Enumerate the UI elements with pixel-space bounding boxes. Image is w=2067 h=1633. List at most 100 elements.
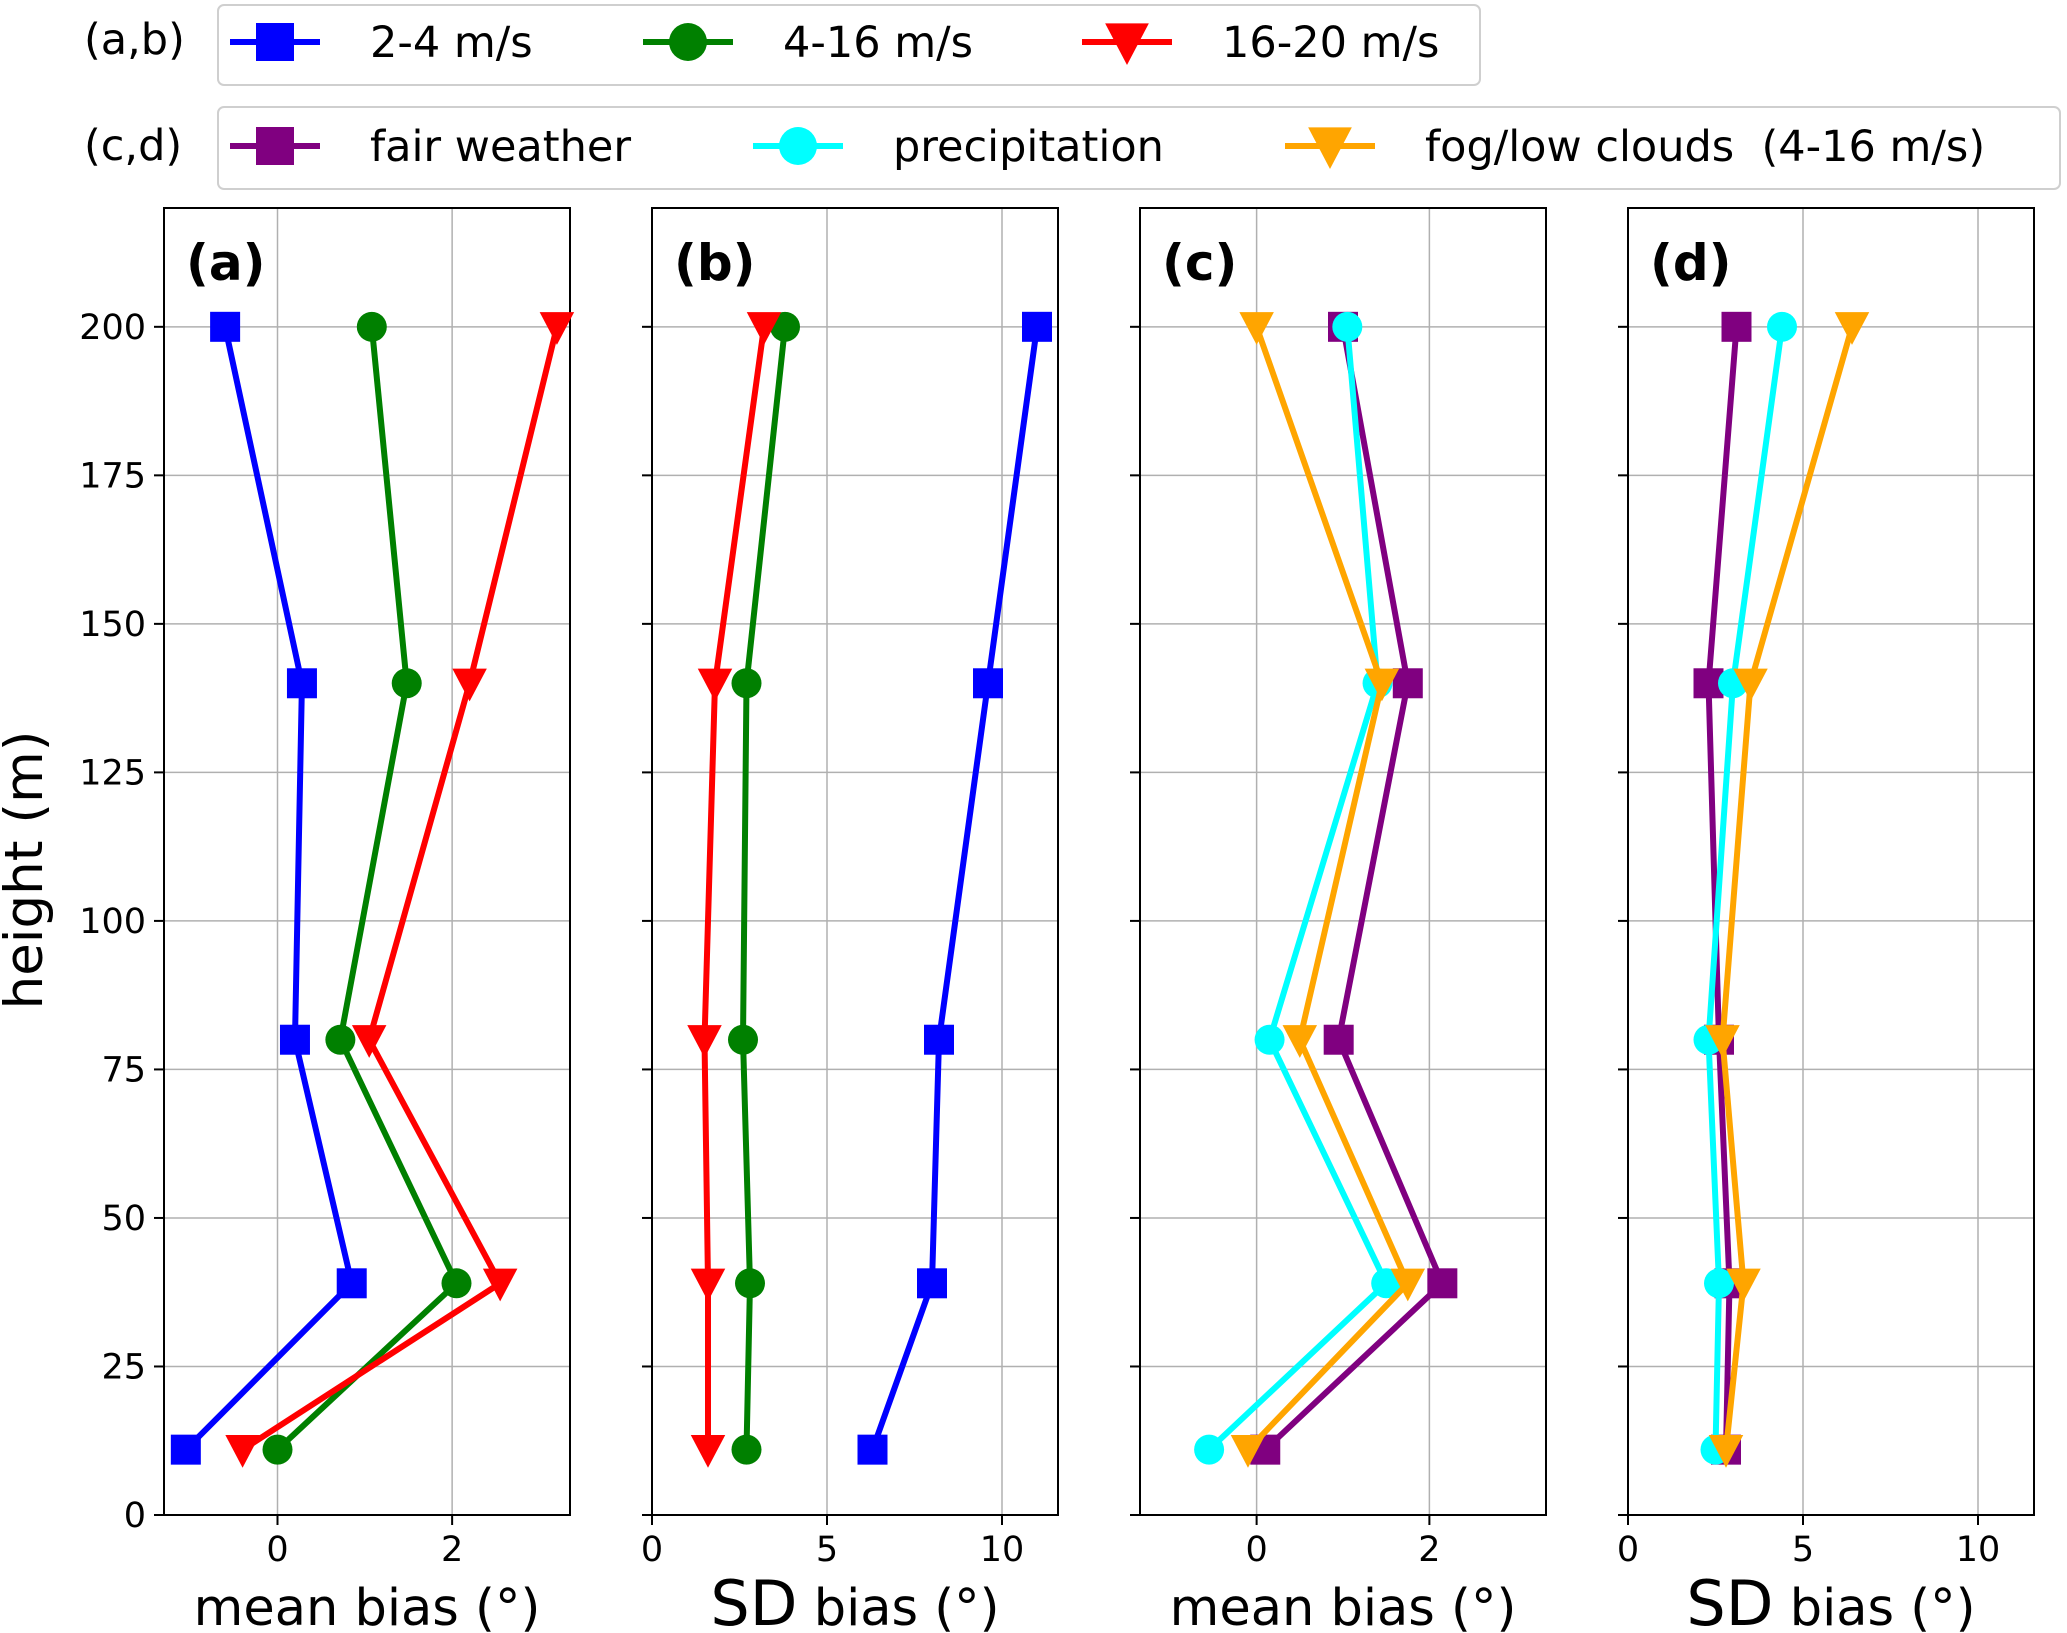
axes-frame: [1139, 207, 1547, 1516]
panel-label: (a): [186, 234, 265, 292]
data-point: [1733, 668, 1768, 702]
series-line: [183, 326, 355, 1452]
x-tick-label: 0: [266, 1530, 288, 1570]
x-tick-label: 5: [1792, 1530, 1814, 1570]
data-point: [1239, 312, 1274, 345]
data-point: [391, 668, 422, 699]
data-point: [1721, 311, 1752, 342]
data-point: [687, 1025, 722, 1058]
data-point: [325, 1024, 356, 1055]
series: [687, 312, 782, 1468]
x-axis-label: mean bias (°): [1170, 1579, 1517, 1633]
legend-ab: (a,b) 2-4 m/s 4-16 m/s 16-20 m/s: [84, 4, 1481, 86]
data-point: [1371, 1268, 1402, 1299]
data-point: [210, 311, 241, 342]
data-point: [1726, 1268, 1761, 1302]
data-point: [1022, 311, 1052, 342]
series-line: [869, 326, 1040, 1451]
data-point: [1323, 1024, 1354, 1055]
legend-entry: precipitation: [753, 122, 1164, 172]
legend-tag-ab: (a,b): [84, 15, 185, 65]
legend-marker: [256, 23, 294, 61]
data-point: [482, 1268, 518, 1302]
legend-entry: fair weather: [230, 122, 631, 172]
y-tick-label: 150: [79, 605, 146, 645]
series-line: [1207, 326, 1390, 1452]
data-point: [351, 1025, 387, 1058]
legend-cd: (c,d) fair weather precipitation fog/low c…: [84, 106, 2061, 190]
data-point: [1230, 1434, 1266, 1468]
x-tick-label: 5: [816, 1530, 838, 1570]
data-point: [1705, 1025, 1740, 1058]
data-point: [441, 1268, 472, 1299]
data-point: [1392, 668, 1423, 699]
data-point: [539, 312, 575, 345]
x-axis-label-text: bias (°): [798, 1579, 1000, 1633]
data-point: [336, 1268, 367, 1299]
data-point: [690, 1268, 726, 1302]
data-point: [924, 1024, 954, 1055]
data-point: [770, 311, 800, 342]
x-axis-label-text: mean bias (°): [194, 1579, 541, 1633]
legend-entry: fog/low clouds (4-16 m/s): [1285, 122, 1985, 172]
legend-label: fair weather: [370, 122, 631, 172]
data-point: [1332, 311, 1363, 342]
data-point: [1254, 1024, 1285, 1055]
x-axis-label-prefix: SD: [1686, 1567, 1773, 1633]
legend-label: precipitation: [893, 122, 1164, 172]
series-line: [275, 326, 460, 1452]
legend-entry: 2-4 m/s: [230, 18, 533, 68]
data-point: [286, 668, 317, 699]
series: [262, 311, 472, 1465]
series: [857, 311, 1052, 1465]
data-point: [279, 1024, 310, 1055]
y-tick-label: 50: [101, 1199, 146, 1239]
data-point: [1364, 668, 1400, 702]
series: [1230, 312, 1426, 1468]
data-point: [690, 1434, 726, 1468]
axes-frame: [651, 207, 1059, 1516]
legend-label: 2-4 m/s: [370, 18, 533, 68]
series: [225, 312, 575, 1468]
panel: 0 5 10 (b) SD bias (°): [641, 207, 1059, 1633]
data-point: [973, 668, 1003, 699]
x-tick-label: 10: [980, 1530, 1025, 1570]
y-tick-label: 25: [101, 1347, 146, 1387]
panel-label: (c): [1162, 234, 1237, 292]
legend-label: 4-16 m/s: [783, 18, 973, 68]
data-point: [1834, 312, 1870, 345]
data-point: [731, 668, 762, 699]
data-point: [225, 1434, 260, 1468]
y-tick-label: 0: [124, 1496, 146, 1536]
y-tick-label: 75: [101, 1050, 146, 1090]
x-tick-label: 0: [641, 1530, 663, 1570]
legend-marker: [1105, 23, 1149, 65]
data-point: [262, 1434, 293, 1465]
data-point: [170, 1434, 201, 1465]
x-axis-label-text: mean bias (°): [1170, 1579, 1517, 1633]
x-tick-label: 2: [1418, 1530, 1440, 1570]
x-axis-label-prefix: SD: [710, 1567, 797, 1633]
data-point: [857, 1434, 888, 1465]
axes-frame: [1627, 207, 2035, 1516]
axes-frame: [163, 207, 571, 1516]
series: [170, 311, 367, 1465]
legend-box-cd: [217, 106, 2061, 190]
x-tick-label: 0: [1617, 1530, 1639, 1570]
data-point: [1282, 1025, 1318, 1058]
panel: 0 5 10 (d) SD bias (°): [1617, 207, 2035, 1633]
legend-entry: 16-20 m/s: [1082, 18, 1439, 68]
data-point: [746, 312, 782, 345]
data-point: [452, 668, 487, 702]
panel-label: (b): [674, 234, 756, 292]
x-axis-label: mean bias (°): [194, 1579, 541, 1633]
data-point: [1767, 311, 1797, 342]
series: [1250, 311, 1458, 1465]
data-point: [1194, 1434, 1225, 1465]
data-point: [356, 311, 387, 342]
x-axis-label: SD bias (°): [1686, 1567, 1975, 1633]
legend-marker: [669, 23, 707, 61]
data-point: [1427, 1268, 1458, 1299]
data-point: [731, 1434, 762, 1465]
